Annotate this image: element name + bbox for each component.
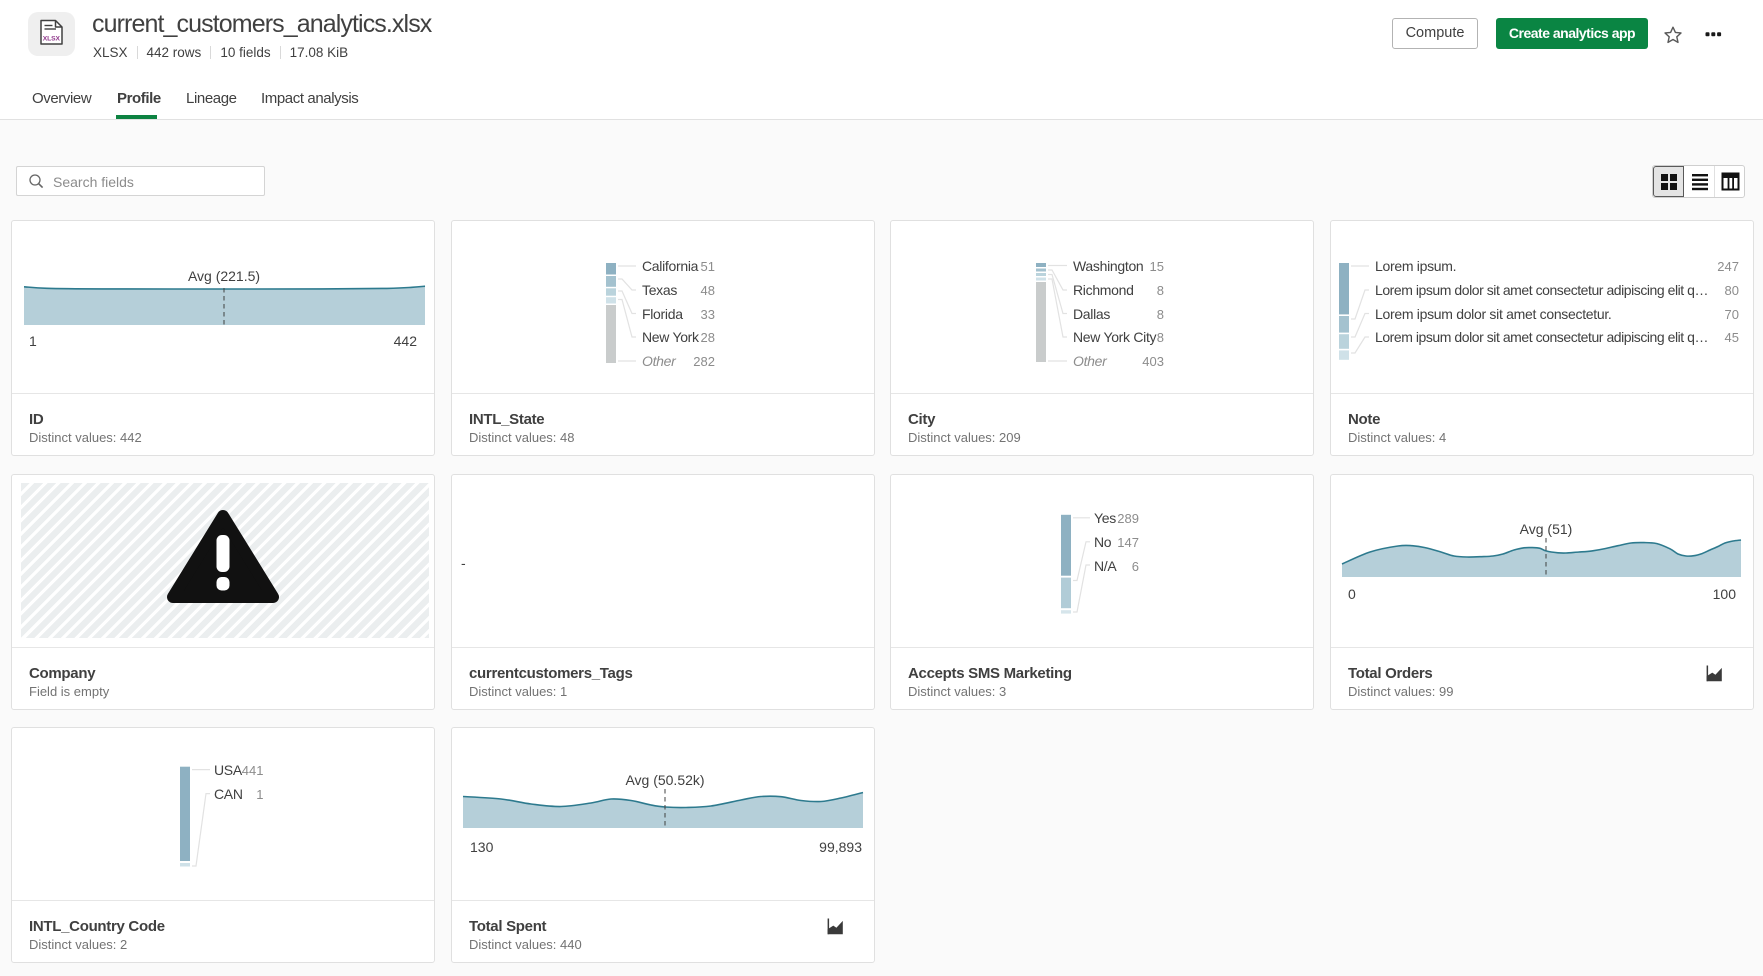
- svg-text:XLSX: XLSX: [43, 36, 61, 43]
